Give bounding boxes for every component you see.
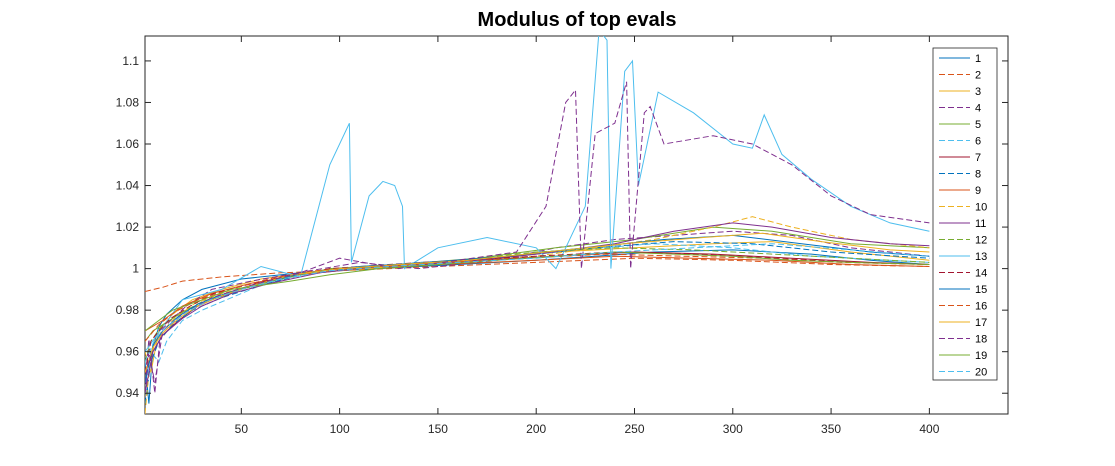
legend-entry-20: 20 xyxy=(939,367,987,379)
legend-entry-15: 15 xyxy=(939,284,987,296)
legend-label: 2 xyxy=(975,70,981,82)
series-line-15 xyxy=(145,234,930,383)
y-tick-label: 1 xyxy=(132,262,139,276)
legend-entry-14: 14 xyxy=(939,268,987,280)
legend-entry-6: 6 xyxy=(939,136,981,148)
y-tick-label: 1.06 xyxy=(116,137,140,151)
legend-label: 9 xyxy=(975,185,981,197)
x-tick-label: 300 xyxy=(723,422,743,436)
x-tick-label: 400 xyxy=(919,422,939,436)
legend-label: 10 xyxy=(975,202,987,214)
legend-label: 17 xyxy=(975,317,987,329)
legend-label: 16 xyxy=(975,301,987,313)
series-line-12 xyxy=(145,247,930,363)
x-tick-label: 150 xyxy=(428,422,448,436)
series-line-13 xyxy=(145,36,930,352)
series-line-2 xyxy=(145,257,930,292)
legend-entry-7: 7 xyxy=(939,152,981,164)
y-tick-label: 0.94 xyxy=(116,386,140,400)
legend-label: 8 xyxy=(975,169,981,181)
legend-label: 12 xyxy=(975,235,987,247)
y-tick-label: 1.02 xyxy=(116,220,140,234)
legend-entry-19: 19 xyxy=(939,350,987,362)
x-tick-label: 50 xyxy=(235,422,249,436)
legend-label: 4 xyxy=(975,103,981,115)
legend-label: 19 xyxy=(975,350,987,362)
tick-layer: 50 100 150 200 250 300 350 400 0.94 0.96 0.98 1 1.02… xyxy=(116,36,1008,436)
legend-entry-17: 17 xyxy=(939,317,987,329)
y-tick-label: 1.1 xyxy=(122,54,139,68)
series-line-17 xyxy=(145,232,930,373)
x-tick-label: 250 xyxy=(624,422,644,436)
legend-label: 6 xyxy=(975,136,981,148)
legend-box xyxy=(932,47,998,381)
y-tick-label: 1.08 xyxy=(116,95,140,109)
legend-entry-13: 13 xyxy=(939,251,987,263)
x-tick-label: 200 xyxy=(526,422,546,436)
legend-entry-16: 16 xyxy=(939,301,987,313)
legend-entry-12: 12 xyxy=(939,235,987,247)
legend-entry-3: 3 xyxy=(939,86,981,98)
legend-entry-5: 5 xyxy=(939,119,981,131)
series-line-16 xyxy=(145,253,930,342)
legend-entry-11: 11 xyxy=(939,218,986,230)
series-line-19 xyxy=(145,251,930,332)
legend-entry-18: 18 xyxy=(939,334,987,346)
legend-label: 5 xyxy=(975,119,981,131)
x-tick-label: 100 xyxy=(330,422,350,436)
legend-label: 11 xyxy=(975,218,986,230)
chart-title: Modulus of top evals xyxy=(478,9,677,31)
legend-label: 14 xyxy=(975,268,987,280)
legend-label: 1 xyxy=(975,53,981,65)
legend-label: 7 xyxy=(975,152,981,164)
legend-entry-2: 2 xyxy=(939,70,981,82)
legend-label: 15 xyxy=(975,284,987,296)
legend-entry-4: 4 xyxy=(939,103,981,115)
y-tick-label: 1.04 xyxy=(116,179,140,193)
legend-entry-9: 9 xyxy=(939,185,981,197)
legend-label: 20 xyxy=(975,367,987,379)
legend-label: 3 xyxy=(975,86,981,98)
legend-label: 18 xyxy=(975,334,987,346)
y-tick-label: 0.96 xyxy=(116,345,140,359)
legend-entry-10: 10 xyxy=(939,202,987,214)
legend-entry-8: 8 xyxy=(939,169,981,181)
series-layer xyxy=(145,36,930,414)
legend-label: 13 xyxy=(975,251,987,263)
legend-entry-1: 1 xyxy=(939,53,981,65)
series-line-18 xyxy=(145,81,930,394)
x-tick-label: 350 xyxy=(821,422,841,436)
series-line-20 xyxy=(145,243,930,363)
y-tick-label: 0.98 xyxy=(116,303,140,317)
series-line-9 xyxy=(145,255,930,332)
